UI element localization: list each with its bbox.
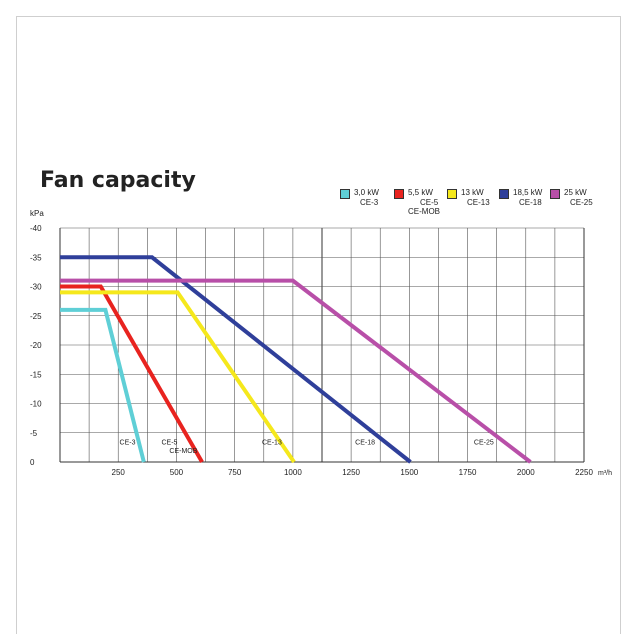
y-axis-label: kPa bbox=[30, 209, 44, 218]
legend-model-label: CE-25 bbox=[570, 198, 593, 207]
legend-swatch bbox=[499, 189, 509, 199]
x-tick-label: 750 bbox=[228, 468, 242, 477]
y-tick-label: -30 bbox=[30, 283, 42, 292]
x-tick-label: 250 bbox=[112, 468, 126, 477]
series-line bbox=[60, 307, 146, 463]
legend-swatch bbox=[550, 189, 560, 199]
series-annotation: CE-3 bbox=[120, 439, 136, 446]
series-line bbox=[60, 284, 204, 463]
x-tick-label: 1500 bbox=[400, 468, 418, 477]
page-frame bbox=[16, 16, 621, 634]
legend-swatch bbox=[447, 189, 457, 199]
y-tick-label: -10 bbox=[30, 400, 42, 409]
legend-model-label: CE-3 bbox=[360, 198, 379, 207]
series-annotation: CE-18 bbox=[355, 439, 375, 446]
series-annotation: CE-25 bbox=[474, 439, 494, 446]
x-tick-label: 2000 bbox=[517, 468, 535, 477]
series-line bbox=[60, 278, 532, 464]
chart-title: Fan capacity bbox=[40, 168, 196, 193]
legend-swatch bbox=[394, 189, 404, 199]
x-tick-label: 1750 bbox=[459, 468, 477, 477]
x-tick-label: 1250 bbox=[342, 468, 360, 477]
legend-power-label: 5,5 kW bbox=[408, 188, 433, 197]
legend-model-label: CE-13 bbox=[467, 198, 490, 207]
legend-power-label: 3,0 kW bbox=[354, 188, 379, 197]
series-annotation: CE-5 bbox=[161, 439, 177, 446]
y-tick-label: -40 bbox=[30, 224, 42, 233]
x-tick-label: 500 bbox=[170, 468, 184, 477]
series-annotation: CE-13 bbox=[262, 439, 282, 446]
x-axis-label: m³/h bbox=[598, 470, 612, 477]
legend-swatch bbox=[340, 189, 350, 199]
y-tick-label: -15 bbox=[30, 370, 42, 379]
legend-model-label: CE-18 bbox=[519, 198, 542, 207]
legend-power-label: 25 kW bbox=[564, 188, 587, 197]
series-line bbox=[60, 255, 412, 464]
legend-model-label: CE-5 bbox=[420, 198, 439, 207]
series-annotation: CE-MOB bbox=[169, 448, 197, 455]
y-tick-label: -5 bbox=[30, 429, 38, 438]
series-line bbox=[60, 290, 296, 464]
legend-power-label: 18,5 kW bbox=[513, 188, 543, 197]
legend-power-label: 13 kW bbox=[461, 188, 484, 197]
y-tick-label: 0 bbox=[30, 458, 35, 467]
legend-model-label: CE-MOB bbox=[408, 207, 440, 216]
x-tick-label: 2250 bbox=[575, 468, 593, 477]
x-tick-label: 1000 bbox=[284, 468, 302, 477]
y-tick-label: -35 bbox=[30, 253, 42, 262]
y-tick-label: -25 bbox=[30, 312, 42, 321]
y-tick-label: -20 bbox=[30, 341, 42, 350]
